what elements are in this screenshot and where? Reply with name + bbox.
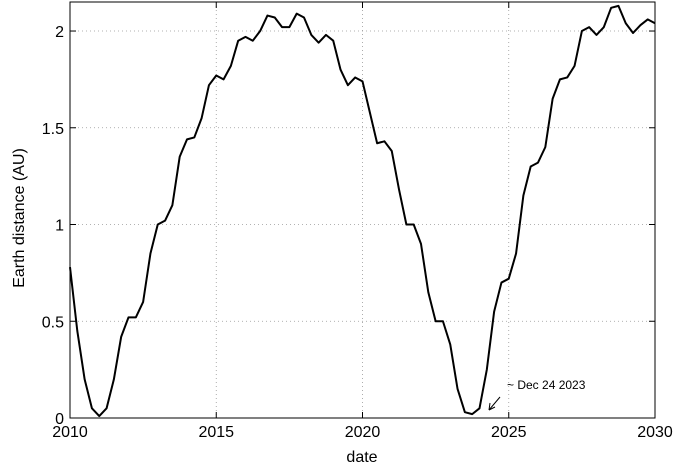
plot-frame <box>69 1 656 419</box>
annotation-arrowhead <box>488 402 496 411</box>
x-tick-label: 2015 <box>198 424 234 441</box>
x-tick-label: 2010 <box>52 424 88 441</box>
x-axis-label: date <box>346 449 377 466</box>
x-tick-label: 2020 <box>345 424 381 441</box>
y-tick-label: 1.5 <box>42 121 64 138</box>
y-tick-label: 1 <box>55 218 64 235</box>
data-line <box>69 4 656 418</box>
annotation-arrow <box>488 396 501 411</box>
y-tick-label: 0 <box>55 411 64 428</box>
y-tick-label: 0.5 <box>42 314 64 331</box>
y-axis-label: Earth distance (AU) <box>11 148 28 288</box>
x-tick-label: 2030 <box>637 424 673 441</box>
annotation: ~ Dec 24 2023 <box>507 378 586 392</box>
y-tick-label: 2 <box>55 24 64 41</box>
x-tick-label: 2025 <box>491 424 527 441</box>
